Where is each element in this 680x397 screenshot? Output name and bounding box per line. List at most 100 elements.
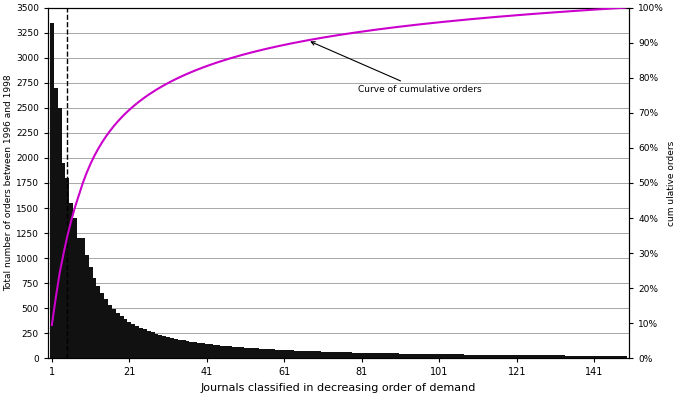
Bar bbox=[290, 351, 294, 358]
Bar bbox=[430, 354, 433, 358]
Bar bbox=[418, 354, 422, 358]
Bar bbox=[410, 354, 414, 358]
Bar bbox=[534, 355, 538, 358]
Bar bbox=[302, 351, 305, 358]
Bar bbox=[398, 354, 403, 358]
Bar bbox=[496, 355, 499, 358]
Bar bbox=[538, 355, 542, 358]
Bar bbox=[124, 319, 127, 358]
Bar bbox=[100, 293, 104, 358]
Bar bbox=[61, 163, 65, 358]
Bar bbox=[612, 356, 615, 358]
Bar bbox=[318, 351, 321, 358]
Bar bbox=[391, 353, 395, 358]
Bar bbox=[236, 347, 240, 358]
Bar bbox=[337, 352, 341, 358]
Bar bbox=[573, 356, 577, 358]
Bar bbox=[286, 350, 290, 358]
Bar bbox=[356, 353, 360, 358]
Bar bbox=[182, 340, 186, 358]
Bar bbox=[112, 309, 116, 358]
Bar bbox=[279, 350, 282, 358]
Bar bbox=[515, 355, 519, 358]
Bar bbox=[344, 352, 348, 358]
Bar bbox=[120, 316, 124, 358]
Bar bbox=[523, 355, 526, 358]
Bar bbox=[116, 313, 120, 358]
Bar bbox=[379, 353, 383, 358]
Text: Curve of cumulative orders: Curve of cumulative orders bbox=[311, 42, 481, 94]
Bar bbox=[549, 355, 554, 358]
Bar bbox=[488, 355, 492, 358]
Bar bbox=[604, 356, 608, 358]
Bar bbox=[472, 355, 476, 358]
Bar bbox=[220, 346, 224, 358]
Bar bbox=[600, 356, 604, 358]
Bar bbox=[403, 354, 407, 358]
Bar bbox=[267, 349, 271, 358]
Bar bbox=[205, 344, 209, 358]
Bar bbox=[54, 88, 58, 358]
Bar bbox=[77, 238, 81, 358]
Y-axis label: Total number of orders between 1996 and 1998: Total number of orders between 1996 and … bbox=[4, 75, 13, 291]
Bar bbox=[511, 355, 515, 358]
Bar bbox=[88, 268, 92, 358]
Bar bbox=[558, 355, 562, 358]
Bar bbox=[259, 349, 263, 358]
Bar bbox=[240, 347, 243, 358]
Bar bbox=[499, 355, 503, 358]
Bar bbox=[585, 356, 588, 358]
Bar bbox=[371, 353, 375, 358]
Bar bbox=[193, 342, 197, 358]
Bar bbox=[445, 354, 449, 358]
Bar bbox=[581, 356, 585, 358]
Bar bbox=[476, 355, 480, 358]
Bar bbox=[395, 353, 398, 358]
Bar bbox=[50, 23, 54, 358]
Bar bbox=[608, 356, 612, 358]
Bar bbox=[624, 356, 627, 358]
Bar bbox=[619, 356, 624, 358]
Bar bbox=[519, 355, 523, 358]
Bar bbox=[546, 355, 549, 358]
Bar bbox=[228, 346, 232, 358]
Bar bbox=[104, 299, 108, 358]
Bar bbox=[213, 345, 216, 358]
X-axis label: Journals classified in decreasing order of demand: Journals classified in decreasing order … bbox=[201, 383, 476, 393]
Bar bbox=[275, 350, 279, 358]
Bar bbox=[313, 351, 318, 358]
Bar bbox=[154, 334, 158, 358]
Bar bbox=[298, 351, 302, 358]
Bar bbox=[325, 352, 329, 358]
Bar bbox=[414, 354, 418, 358]
Bar bbox=[460, 355, 464, 358]
Bar bbox=[530, 355, 534, 358]
Bar bbox=[426, 354, 430, 358]
Bar bbox=[592, 356, 596, 358]
Bar bbox=[201, 343, 205, 358]
Bar bbox=[177, 339, 182, 358]
Bar bbox=[422, 354, 426, 358]
Bar bbox=[81, 238, 85, 358]
Bar bbox=[484, 355, 488, 358]
Bar bbox=[469, 355, 472, 358]
Bar bbox=[224, 346, 228, 358]
Bar bbox=[127, 322, 131, 358]
Bar bbox=[271, 349, 275, 358]
Bar bbox=[216, 345, 220, 358]
Bar bbox=[294, 351, 298, 358]
Bar bbox=[554, 355, 558, 358]
Bar bbox=[209, 344, 213, 358]
Bar bbox=[135, 326, 139, 358]
Bar bbox=[348, 353, 352, 358]
Bar bbox=[387, 353, 391, 358]
Bar bbox=[453, 355, 457, 358]
Bar bbox=[433, 354, 437, 358]
Bar bbox=[170, 338, 174, 358]
Bar bbox=[352, 353, 356, 358]
Bar bbox=[190, 342, 193, 358]
Bar bbox=[507, 355, 511, 358]
Bar bbox=[309, 351, 313, 358]
Bar bbox=[139, 328, 143, 358]
Bar bbox=[174, 339, 177, 358]
